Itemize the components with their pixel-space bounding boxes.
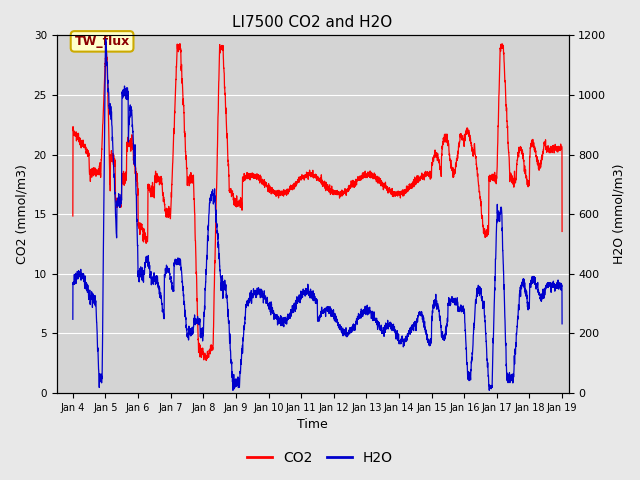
Text: TW_flux: TW_flux — [74, 35, 130, 48]
Title: LI7500 CO2 and H2O: LI7500 CO2 and H2O — [232, 15, 393, 30]
Y-axis label: CO2 (mmol/m3): CO2 (mmol/m3) — [15, 164, 28, 264]
X-axis label: Time: Time — [297, 419, 328, 432]
Y-axis label: H2O (mmol/m3): H2O (mmol/m3) — [612, 164, 625, 264]
Legend: CO2, H2O: CO2, H2O — [242, 445, 398, 471]
